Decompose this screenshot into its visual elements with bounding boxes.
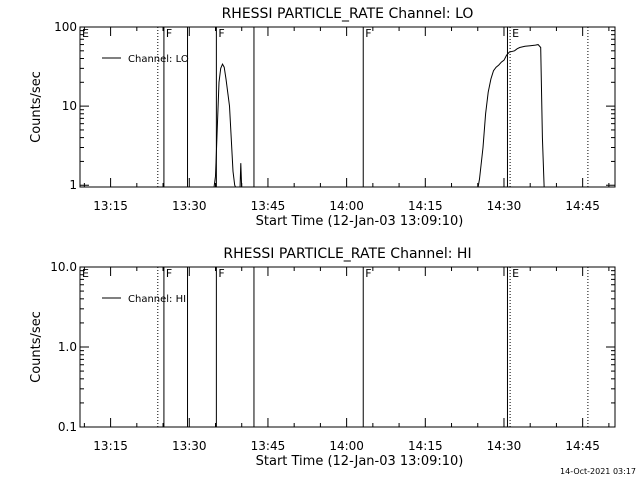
lo-flag-label: E <box>512 27 519 40</box>
hi-x-axis-label: Start Time (12-Jan-03 13:09:10) <box>256 454 464 469</box>
hi-x-tick-label: 14:45 <box>565 439 600 453</box>
hi-x-tick-label: 14:15 <box>408 439 443 453</box>
hi-y-tick-label: 1.0 <box>58 340 77 354</box>
hi-chart: RHESSI PARTICLE_RATE Channel: HI Counts/s… <box>29 246 616 469</box>
hi-x-tick-label: 13:30 <box>172 439 207 453</box>
lo-chart: RHESSI PARTICLE_RATE Channel: LO Counts/s… <box>29 6 616 229</box>
hi-x-tick-label: 13:45 <box>251 439 286 453</box>
footer-timestamp: 14-Oct-2021 03:17 <box>560 467 636 476</box>
lo-y-tick-label: 1 <box>69 178 77 192</box>
hi-flag-label: E <box>512 267 519 280</box>
hi-flag-label: F <box>166 267 172 280</box>
lo-x-tick-label: 14:30 <box>487 199 522 213</box>
hi-x-tick-label: 14:30 <box>487 439 522 453</box>
hi-x-tick-label: 13:15 <box>93 439 128 453</box>
hi-chart-title: RHESSI PARTICLE_RATE Channel: HI <box>223 246 471 262</box>
hi-flag-label: F <box>218 267 224 280</box>
hi-flag-label: F <box>365 267 371 280</box>
lo-x-tick-label: 13:30 <box>172 199 207 213</box>
lo-x-tick-label: 14:15 <box>408 199 443 213</box>
chart-panels: RHESSI PARTICLE_RATE Channel: LO Counts/s… <box>29 6 616 469</box>
lo-flag-label: E <box>82 27 89 40</box>
lo-x-tick-label: 14:00 <box>329 199 364 213</box>
lo-y-tick-label: 10 <box>62 99 77 113</box>
hi-y-tick-label: 0.1 <box>58 420 77 434</box>
lo-flag-label: F <box>365 27 371 40</box>
lo-series-line <box>477 44 545 187</box>
hi-x-tick-label: 14:00 <box>329 439 364 453</box>
hi-flag-label: E <box>82 267 89 280</box>
hi-y-axis-label: Counts/sec <box>29 311 44 383</box>
lo-flag-label: F <box>218 27 224 40</box>
lo-plot-frame <box>79 26 616 188</box>
lo-y-axis-label: Counts/sec <box>29 71 44 143</box>
lo-x-tick-label: 13:45 <box>251 199 286 213</box>
lo-flag-label: F <box>166 27 172 40</box>
lo-legend-label: Channel: LO <box>128 54 189 65</box>
lo-x-tick-label: 14:45 <box>565 199 600 213</box>
lo-x-axis-label: Start Time (12-Jan-03 13:09:10) <box>256 214 464 229</box>
lo-y-tick-label: 100 <box>54 20 77 34</box>
lo-series-line <box>213 62 243 187</box>
hi-plot-frame <box>79 266 616 428</box>
hi-y-tick-label: 10.0 <box>50 260 77 274</box>
lo-x-tick-label: 13:15 <box>93 199 128 213</box>
lo-chart-title: RHESSI PARTICLE_RATE Channel: LO <box>222 6 474 22</box>
hi-legend-label: Channel: HI <box>128 294 186 305</box>
